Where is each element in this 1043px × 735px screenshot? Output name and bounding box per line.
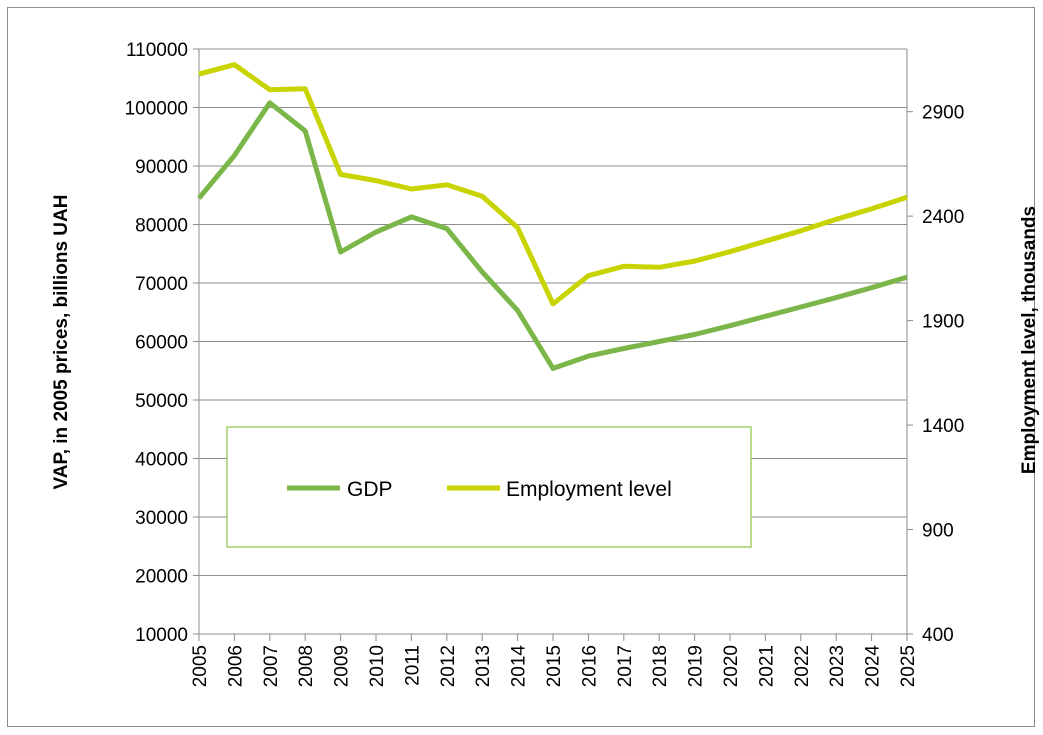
- x-tick-label: 2024: [863, 645, 884, 688]
- x-tick-label: 2012: [438, 645, 459, 687]
- legend: GDP Employment level: [226, 426, 752, 548]
- x-tick-label: 2023: [827, 645, 848, 687]
- x-tick-label: 2017: [615, 645, 636, 687]
- x-tick-label: 2011: [402, 645, 423, 686]
- series-lines: [197, 62, 908, 371]
- legend-label-gdp: GDP: [347, 478, 393, 501]
- x-tick-label: 2021: [756, 645, 777, 687]
- x-tick-label: 2008: [296, 645, 317, 687]
- y-tick-label: 60000: [135, 333, 188, 354]
- y-tick-label: 30000: [135, 508, 188, 529]
- x-tick-label: 2025: [898, 645, 919, 687]
- x-tick-label: 2015: [544, 645, 565, 687]
- y2-tick-label: 2400: [922, 207, 964, 228]
- y-tick-label: 10000: [135, 625, 188, 646]
- axes: 10000 20000 30000 40000 50000 60000 70000 80000…: [125, 40, 965, 687]
- x-tick-label: 2010: [367, 645, 388, 687]
- y-tick-label: 80000: [135, 216, 188, 237]
- x-tick-label: 2007: [261, 645, 282, 687]
- y2-axis-title: Employment level, thousands: [1019, 206, 1040, 474]
- y2-tick-label: 400: [922, 625, 954, 646]
- x-tick-label: 2020: [721, 645, 742, 687]
- y2-tick-label: 900: [922, 521, 954, 542]
- y2-tick-label: 2900: [922, 103, 964, 124]
- x-tick-label: 2016: [579, 645, 600, 687]
- series-line-employment: [198, 62, 908, 307]
- y-tick-label: 50000: [135, 391, 188, 412]
- y2-tick-label: 1900: [922, 312, 964, 333]
- x-tick-label: 2013: [473, 645, 494, 687]
- x-tick-label: 2006: [225, 645, 246, 687]
- x-tick-label: 2018: [650, 645, 671, 687]
- legend-label-employment: Employment level: [506, 478, 672, 501]
- x-tick-label: 2014: [509, 645, 530, 688]
- y-axis-title: VAP, in 2005 prices, billions UAH: [51, 195, 72, 490]
- y-tick-label: 110000: [126, 40, 188, 61]
- x-tick-label: 2005: [190, 645, 211, 687]
- y-tick-label: 90000: [135, 157, 188, 178]
- x-tick-label: 2019: [686, 645, 707, 687]
- x-tick-label: 2022: [792, 645, 813, 687]
- y-tick-label: 20000: [135, 567, 188, 588]
- x-tick-label: 2009: [332, 645, 353, 687]
- y-tick-label: 40000: [135, 450, 188, 471]
- series-line-gdp: [197, 100, 908, 371]
- y2-tick-label: 1400: [922, 416, 964, 437]
- y-tick-label: 100000: [125, 99, 188, 120]
- chart-frame: [7, 7, 1035, 727]
- y-tick-label: 70000: [135, 274, 188, 295]
